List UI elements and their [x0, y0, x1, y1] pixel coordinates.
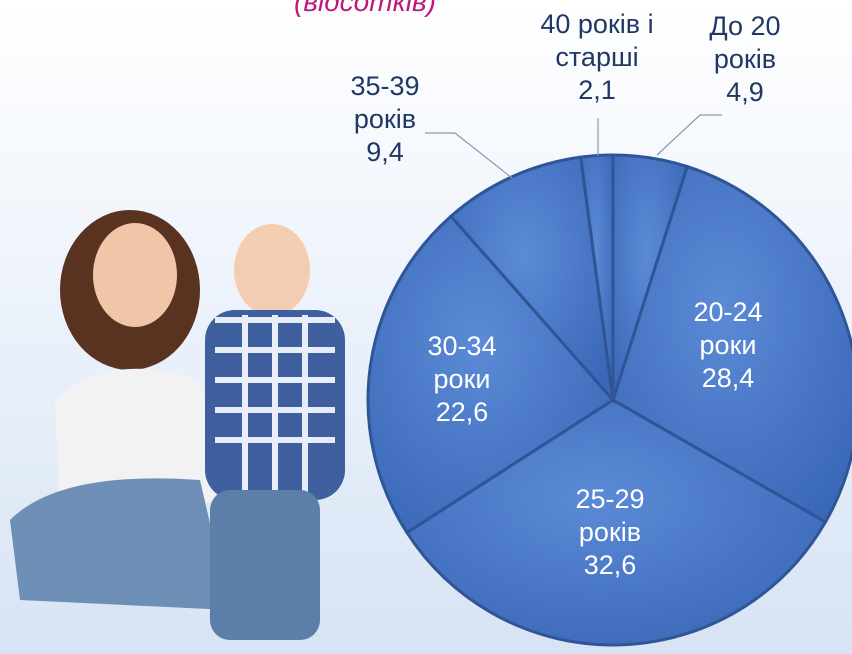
data-label: 40 років і старші 2,1 [517, 8, 677, 107]
leader-lines [425, 114, 722, 179]
slice-category: До 20 років [709, 11, 781, 74]
slice-value: 2,1 [578, 74, 616, 105]
photo [10, 210, 345, 640]
data-label: 30-34 роки 22,6 [397, 330, 527, 429]
slice-category: 35-39 років [350, 71, 420, 134]
pie-slice [579, 153, 615, 401]
data-label: 35-39 років 9,4 [330, 70, 440, 169]
slice-value: 9,4 [366, 136, 404, 167]
chart-subtitle: (відсотків) [294, 0, 436, 17]
slice-value: 32,6 [583, 549, 637, 580]
data-label: 20-24 роки 28,4 [663, 296, 793, 395]
data-label: 25-29 років 32,6 [545, 483, 675, 582]
data-label: До 20 років 4,9 [690, 10, 800, 109]
slice-category: 20-24 роки [693, 297, 763, 360]
pie-slice [366, 214, 616, 535]
slice-value: 4,9 [726, 76, 764, 107]
pie-slice [404, 398, 828, 647]
slice-value: 28,4 [701, 362, 755, 393]
slice-category: 30-34 роки [427, 331, 497, 394]
slice-value: 22,6 [435, 396, 489, 427]
slice-category: 25-29 років [575, 484, 645, 547]
slice-category: 40 років і старші [540, 9, 654, 72]
